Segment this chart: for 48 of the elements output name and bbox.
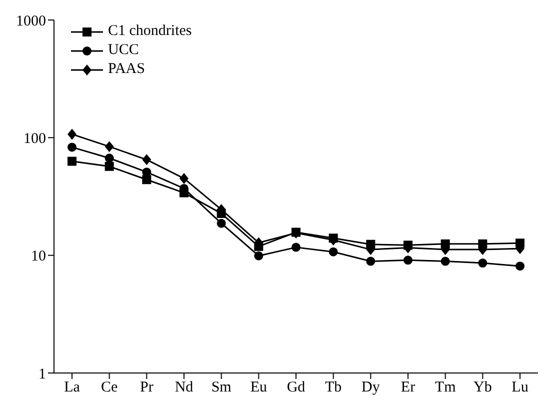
x-tick-label: Tb xyxy=(324,380,342,396)
x-tick-label: Ce xyxy=(100,380,118,396)
point xyxy=(516,238,524,248)
legend-label: PAAS xyxy=(108,61,145,78)
point xyxy=(142,175,152,184)
x-tick-label: Yb xyxy=(473,380,492,396)
point xyxy=(440,239,450,248)
point xyxy=(478,258,488,268)
point xyxy=(366,256,376,266)
point xyxy=(216,208,226,218)
point xyxy=(254,251,264,260)
point xyxy=(516,262,524,271)
x-tick-label: La xyxy=(64,380,80,396)
point xyxy=(68,156,76,166)
x-tick-label: Er xyxy=(400,380,416,396)
point xyxy=(404,256,412,265)
point xyxy=(180,172,188,184)
point xyxy=(404,240,412,250)
legend-label: C1 chondrites xyxy=(108,23,192,40)
y-tick-label: 1 xyxy=(38,366,46,382)
point xyxy=(478,239,488,248)
x-tick-label: Eu xyxy=(250,380,268,396)
y-tick-label: 100 xyxy=(24,130,46,147)
point xyxy=(292,242,300,252)
point xyxy=(440,256,450,266)
point xyxy=(366,240,376,249)
x-tick-label: Tm xyxy=(434,380,456,396)
point xyxy=(104,154,114,163)
x-tick-label: Pr xyxy=(140,380,154,396)
x-tick-label: Sm xyxy=(211,380,232,396)
point xyxy=(216,218,226,228)
point xyxy=(254,242,264,251)
point xyxy=(180,188,188,198)
point xyxy=(68,128,76,140)
point xyxy=(328,234,338,243)
legend-label: UCC xyxy=(108,42,139,59)
point xyxy=(142,154,152,166)
point xyxy=(104,141,114,152)
y-tick-label: 10 xyxy=(31,248,46,265)
point xyxy=(104,162,114,171)
y-tick-label: 1000 xyxy=(16,13,46,30)
point xyxy=(328,247,338,256)
x-tick-label: Gd xyxy=(286,380,306,396)
x-tick-label: Dy xyxy=(361,380,380,396)
point xyxy=(292,228,300,237)
point xyxy=(68,142,76,152)
x-tick-label: Nd xyxy=(174,380,194,396)
x-tick-label: Lu xyxy=(512,380,529,396)
